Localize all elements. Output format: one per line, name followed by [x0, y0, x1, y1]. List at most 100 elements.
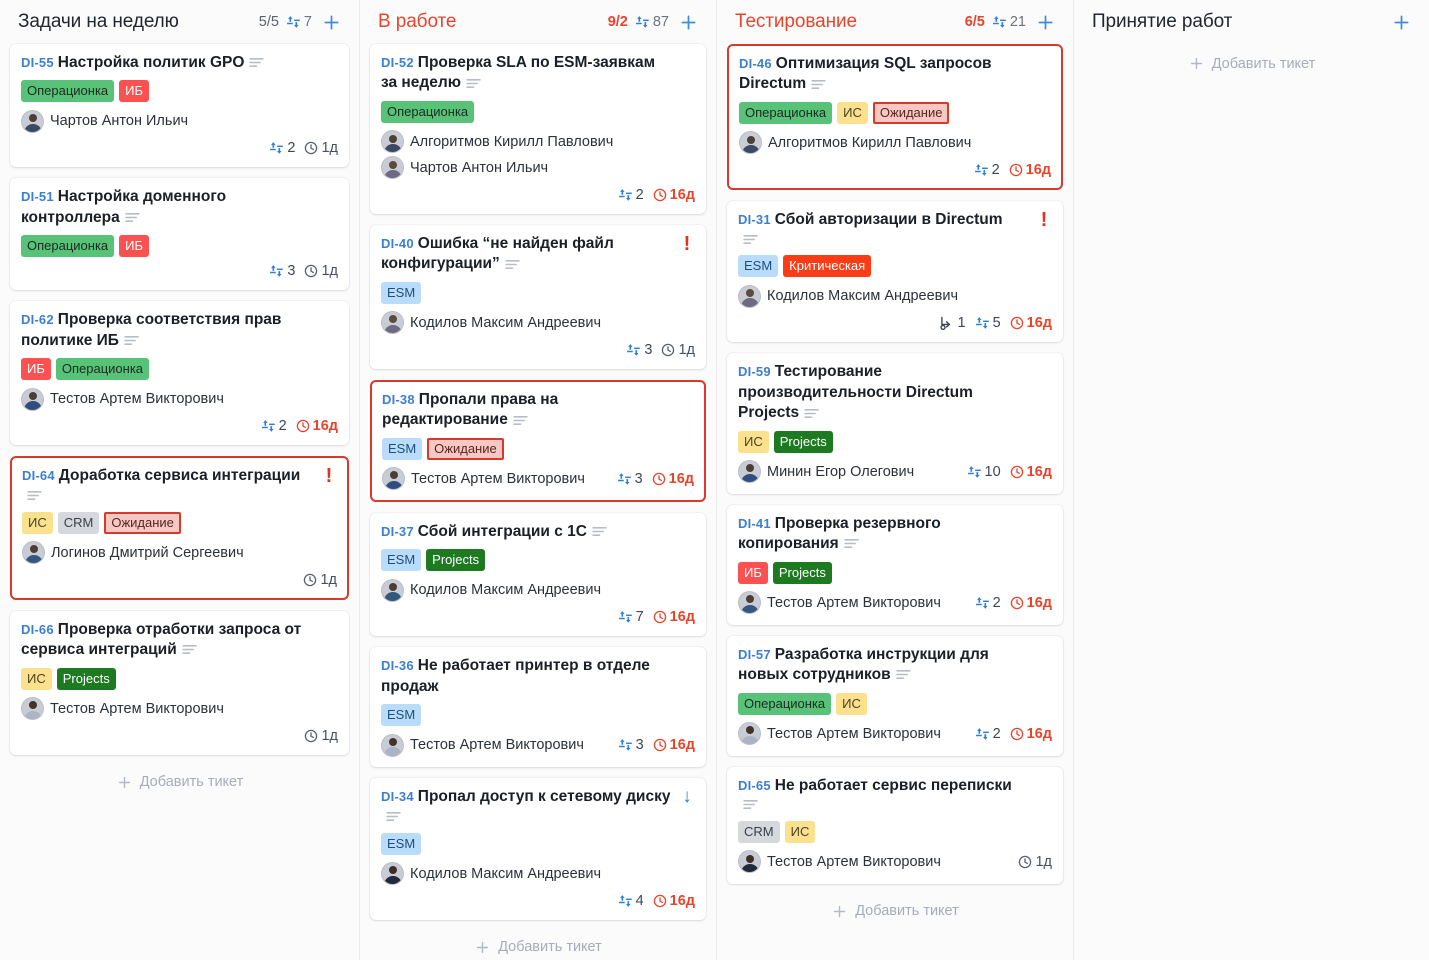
ticket-title[interactable]: Проверка резервного копирования [738, 514, 941, 553]
add-ticket-button[interactable]: Добавить тикет [1084, 49, 1419, 78]
tag-wait[interactable]: Ожидание [872, 101, 950, 124]
ticket-card[interactable]: DI-40 Ошибка “не найден файл конфигурации… [370, 224, 706, 369]
ticket-card[interactable]: DI-57 Разработка инструкции для новых сот… [727, 635, 1063, 756]
tag-blue[interactable]: ESM [381, 832, 422, 855]
ticket-card[interactable]: DI-65 Не работает сервис переписки CRM ИС Те… [727, 766, 1063, 884]
add-ticket-header-button[interactable] [1389, 10, 1413, 34]
ticket-key[interactable]: DI-62 [21, 312, 54, 328]
ticket-key[interactable]: DI-34 [381, 789, 414, 805]
tag-green[interactable]: Операционка [738, 692, 832, 715]
ticket-title[interactable]: Проверка соответствия прав политике ИБ [21, 311, 282, 349]
column-title: В работе [378, 11, 457, 32]
ticket-key[interactable]: DI-55 [21, 55, 54, 70]
tag-yellow[interactable]: ИС [738, 430, 769, 453]
ticket-card[interactable]: DI-62 Проверка соответствия прав политике… [10, 301, 349, 446]
ticket-title[interactable]: Не работает принтер в отделе продаж [381, 657, 650, 695]
tag-yellow[interactable]: ИС [836, 692, 867, 715]
ticket-key[interactable]: DI-46 [739, 56, 772, 71]
add-ticket-header-button[interactable] [676, 10, 700, 34]
ticket-card[interactable]: DI-46 Оптимизация SQL запросов Directum Оп… [727, 44, 1063, 190]
ticket-key[interactable]: DI-41 [738, 515, 771, 531]
ticket-card[interactable]: DI-52 Проверка SLA по ESM-заявкам за неде… [370, 44, 706, 214]
ticket-key[interactable]: DI-64 [22, 468, 55, 484]
tag-dgreen[interactable]: Projects [772, 561, 832, 584]
tag-yellow[interactable]: ИС [22, 511, 53, 534]
ticket-title[interactable]: Проверка SLA по ESM-заявкам за неделю [381, 54, 656, 92]
tag-blue[interactable]: ESM [738, 255, 779, 278]
ticket-card[interactable]: DI-38 Пропали права на редактирование ESM О… [370, 379, 706, 502]
ticket-title[interactable]: Ошибка “не найден файл конфигурации” [381, 234, 614, 273]
ticket-title[interactable]: Пропал доступ к сетевому диску [417, 788, 671, 806]
ticket-card[interactable]: DI-37 Сбой интеграции с 1С ESM Projects Коди… [370, 512, 706, 637]
ticket-title[interactable]: Пропали права на редактирование [382, 390, 559, 429]
tag-green[interactable]: Операционка [381, 100, 475, 123]
ticket-card[interactable]: DI-51 Настройка доменного контроллера Опер… [10, 178, 349, 291]
tag-yellow[interactable]: ИС [837, 101, 868, 124]
ticket-card[interactable]: DI-31 Сбой авторизации в Directum! ESM Крит… [727, 200, 1063, 343]
description-lines-icon [466, 78, 481, 89]
ticket-title[interactable]: Разработка инструкции для новых сотрудни… [738, 645, 989, 684]
ticket-card[interactable]: DI-59 Тестирование производительности Dir… [727, 353, 1063, 494]
tag-blue[interactable]: ESM [381, 704, 422, 727]
ticket-key[interactable]: DI-52 [381, 55, 414, 70]
ticket-key[interactable]: DI-36 [381, 658, 414, 674]
add-ticket-header-button[interactable] [319, 10, 343, 34]
add-ticket-button[interactable]: Добавить тикет [727, 897, 1063, 926]
subtasks-branch-icon [617, 472, 632, 486]
ticket-title[interactable]: Доработка сервиса интеграции [58, 467, 301, 485]
ticket-key[interactable]: DI-40 [381, 235, 414, 251]
ticket-title[interactable]: Тестирование производительности Directum… [738, 363, 973, 422]
ticket-card[interactable]: DI-34 Пропал доступ к сетевому диску ↓ ESM К… [370, 778, 706, 920]
ticket-title[interactable]: Проверка отработки запроса от сервиса ин… [21, 620, 302, 659]
ticket-card[interactable]: DI-64 Доработка сервиса интеграции! ИС CRM О… [10, 456, 349, 600]
ticket-card[interactable]: DI-66 Проверка отработки запроса от серви… [10, 610, 349, 755]
tag-blue[interactable]: ESM [381, 549, 422, 572]
clock-icon [1010, 316, 1024, 330]
tag-blue[interactable]: ESM [382, 437, 423, 460]
tag-red[interactable]: ИБ [738, 561, 768, 584]
ticket-title[interactable]: Сбой интеграции с 1С [417, 522, 587, 540]
tag-blue[interactable]: ESM [381, 281, 422, 304]
tag-yellow[interactable]: ИС [21, 667, 52, 690]
tag-dgreen[interactable]: Projects [426, 549, 486, 572]
ticket-key[interactable]: DI-57 [738, 646, 771, 662]
tag-green[interactable]: Операционка [21, 80, 115, 103]
add-ticket-button[interactable]: Добавить тикет [10, 768, 349, 797]
add-ticket-header-button[interactable] [1033, 10, 1057, 34]
tag-green[interactable]: Операционка [739, 101, 833, 124]
ticket-key[interactable]: DI-51 [21, 189, 54, 205]
ticket-key[interactable]: DI-66 [21, 621, 54, 637]
ticket-card[interactable]: DI-36 Не работает принтер в отделе продаж… [370, 647, 706, 768]
tag-dgreen[interactable]: Projects [773, 430, 833, 453]
tag-wait[interactable]: Ожидание [427, 437, 504, 460]
ticket-title[interactable]: Настройка политик GPO [57, 54, 245, 71]
ticket-key[interactable]: DI-38 [382, 391, 415, 407]
tag-green[interactable]: Операционка [55, 358, 150, 381]
add-ticket-button[interactable]: Добавить тикет [370, 933, 706, 960]
description-lines-icon [895, 669, 911, 680]
ticket-title[interactable]: Сбой авторизации в Directum [774, 210, 1003, 228]
column-title: Принятие работ [1092, 11, 1233, 32]
tag-grey[interactable]: CRM [738, 820, 780, 843]
ticket-key[interactable]: DI-59 [738, 364, 771, 380]
ticket-key[interactable]: DI-37 [381, 523, 414, 539]
ticket-key[interactable]: DI-65 [738, 777, 771, 793]
due-date: 16д [653, 187, 695, 203]
tag-wait[interactable]: Ожидание [104, 511, 181, 534]
tag-grey[interactable]: CRM [57, 511, 100, 534]
subtasks-count: 3 [269, 263, 295, 279]
ticket-card[interactable]: DI-41 Проверка резервного копирования ИБ Pr… [727, 504, 1063, 625]
tag-yellow[interactable]: ИС [784, 820, 816, 843]
tag-red[interactable]: ИБ [119, 80, 150, 103]
tag-red[interactable]: ИБ [119, 235, 150, 258]
tag-dgreen[interactable]: Projects [56, 667, 116, 690]
ticket-title[interactable]: Не работает сервис переписки [774, 776, 1012, 794]
ticket-card[interactable]: DI-55 Настройка политик GPO Операционка ИБ Ч… [10, 44, 349, 168]
ticket-title[interactable]: Оптимизация SQL запросов Directum [739, 55, 992, 93]
tag-green[interactable]: Операционка [21, 235, 115, 258]
ticket-key[interactable]: DI-31 [738, 211, 771, 227]
tag-orange[interactable]: Критическая [783, 255, 872, 278]
clock-icon [653, 738, 667, 752]
ticket-title[interactable]: Настройка доменного контроллера [21, 188, 227, 226]
tag-red[interactable]: ИБ [21, 358, 51, 381]
